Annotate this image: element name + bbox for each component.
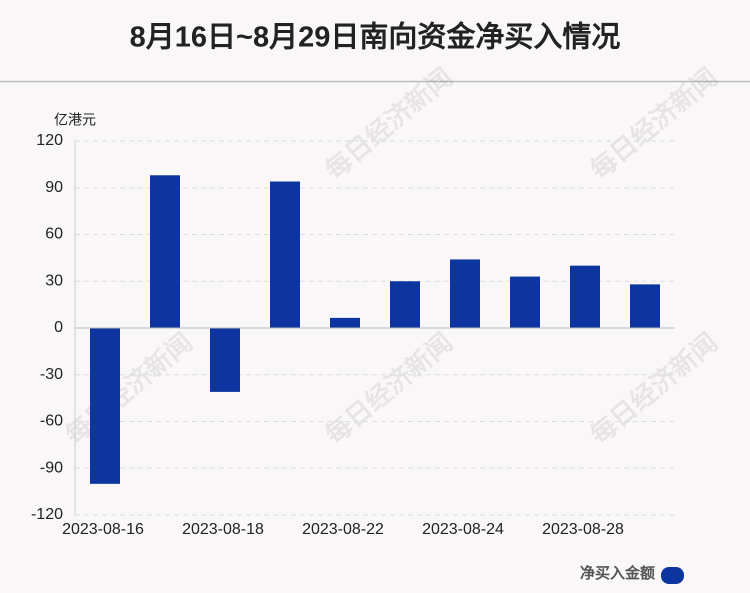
bar [390, 281, 420, 328]
y-tick-label: -120 [31, 506, 63, 523]
y-tick-label: 60 [45, 226, 63, 243]
y-tick-label: -30 [40, 366, 63, 383]
bar [90, 328, 120, 484]
chart-title: 8月16日~8月29日南向资金净买入情况 [130, 20, 621, 54]
bar [510, 276, 540, 328]
y-tick-label: -60 [40, 413, 63, 430]
y-tick-label: 120 [36, 132, 63, 149]
x-tick-label: 2023-08-28 [542, 521, 624, 538]
x-tick-label: 2023-08-22 [302, 521, 384, 538]
bar [150, 175, 180, 328]
y-tick-label: 0 [54, 319, 63, 336]
x-tick-label: 2023-08-18 [182, 521, 264, 538]
bar [570, 265, 600, 328]
bar [450, 259, 480, 328]
x-tick-label: 2023-08-16 [62, 521, 144, 538]
bar [630, 284, 660, 328]
bar [330, 317, 360, 328]
bar [270, 181, 300, 328]
y-tick-label: 30 [45, 272, 63, 289]
legend-swatch [661, 567, 684, 584]
bar [210, 328, 240, 392]
y-tick-label: 90 [45, 179, 63, 196]
y-axis-label: 亿港元 [54, 112, 96, 128]
x-tick-label: 2023-08-24 [422, 521, 504, 538]
y-tick-label: -90 [40, 459, 63, 476]
legend-label: 净买入金额 [580, 564, 655, 582]
